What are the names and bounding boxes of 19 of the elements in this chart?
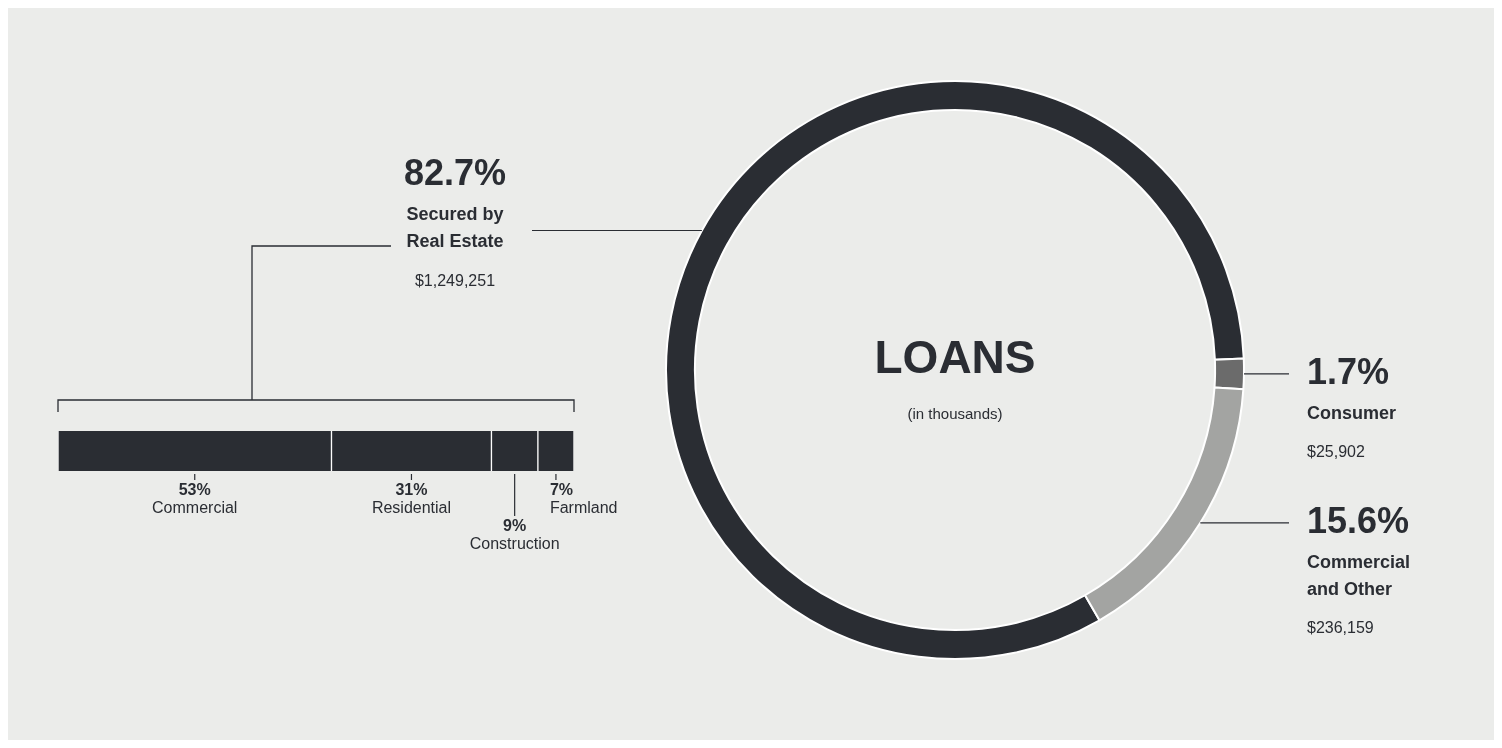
- text: $1,249,251: [414, 271, 496, 289]
- text: $25,902: [1307, 443, 1365, 461]
- data-label: 53%: [178, 481, 211, 499]
- text: (in thousands): [907, 405, 1003, 423]
- data-label: 31%: [395, 481, 428, 499]
- text: LOANS: [874, 330, 1036, 383]
- slice-label: Secured by Real Estate: [406, 204, 504, 252]
- data-label: 1.7%: [1307, 350, 1390, 392]
- data-label: 9%: [503, 517, 527, 535]
- data-label: 7%: [549, 481, 574, 499]
- series-label: Commercial: [152, 499, 238, 517]
- slice-label: Consumer: [1307, 402, 1397, 423]
- text: $236,159: [1307, 619, 1374, 637]
- data-label: 82.7%: [403, 152, 507, 194]
- series-label: Farmland: [549, 499, 618, 517]
- series-label: Residential: [371, 499, 452, 517]
- slice-label: Commercial and Other: [1307, 551, 1411, 599]
- text: Construction: [469, 535, 560, 553]
- data-label: 15.6%: [1307, 499, 1410, 541]
